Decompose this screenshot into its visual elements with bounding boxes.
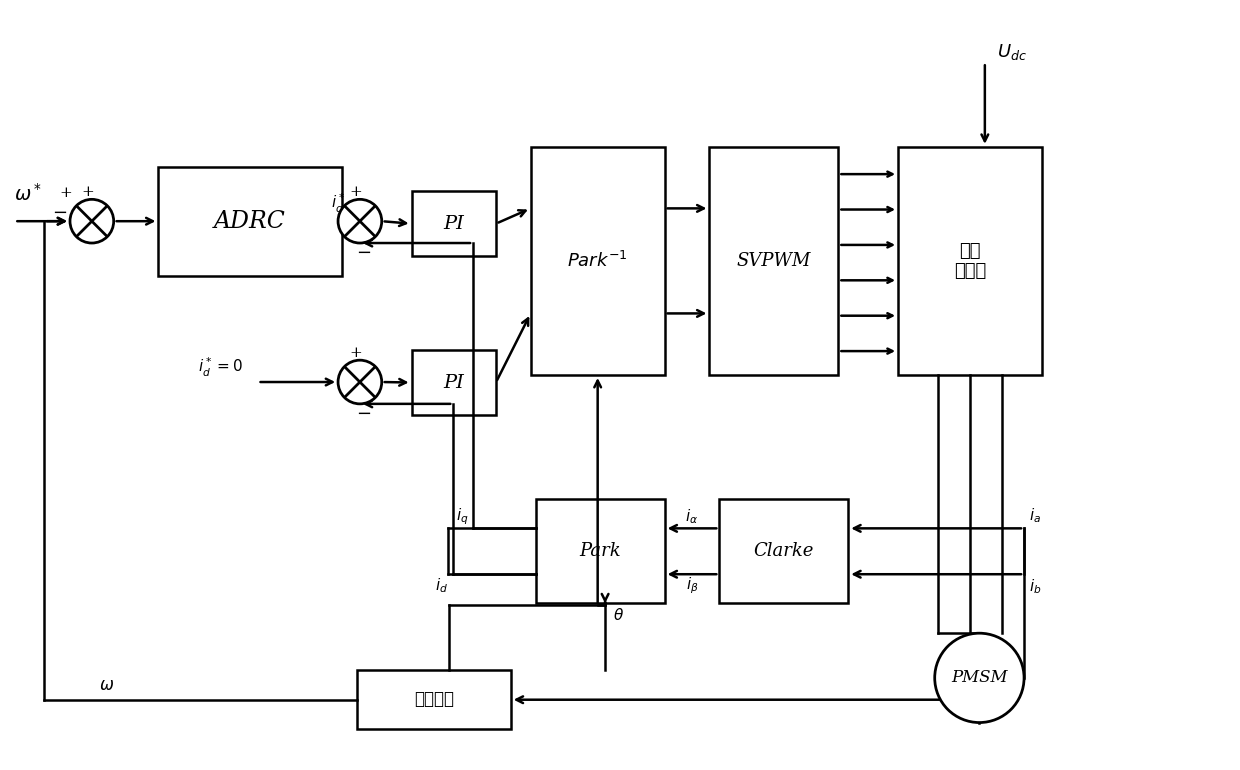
Text: ADRC: ADRC <box>215 209 286 233</box>
Text: +: + <box>350 186 362 199</box>
Text: Park: Park <box>579 542 621 561</box>
Text: +: + <box>60 186 72 200</box>
Bar <box>412 192 496 256</box>
Text: $U_{dc}$: $U_{dc}$ <box>997 42 1027 62</box>
Text: 位置检测: 位置检测 <box>414 691 454 708</box>
Text: $i_d^*=0$: $i_d^*=0$ <box>198 356 243 379</box>
Bar <box>357 670 511 729</box>
Text: SVPWM: SVPWM <box>737 252 811 270</box>
Text: $\omega^*$: $\omega^*$ <box>15 182 42 204</box>
Bar <box>531 147 665 375</box>
Text: Clarke: Clarke <box>754 542 813 561</box>
Bar <box>159 166 342 276</box>
Circle shape <box>69 199 114 243</box>
Bar <box>709 147 838 375</box>
Text: PI: PI <box>443 215 464 233</box>
Text: $i_b$: $i_b$ <box>1029 578 1042 597</box>
Text: −: − <box>52 204 68 223</box>
Bar <box>412 350 496 415</box>
Text: $i_q$: $i_q$ <box>455 506 469 527</box>
Text: PI: PI <box>443 373 464 391</box>
Text: $i_d$: $i_d$ <box>435 577 448 595</box>
Bar <box>898 147 1042 375</box>
Text: $i_{\beta}$: $i_{\beta}$ <box>686 576 698 597</box>
Text: +: + <box>82 186 94 199</box>
Text: PMSM: PMSM <box>951 669 1008 686</box>
Bar <box>719 499 848 604</box>
Text: +: + <box>350 346 362 360</box>
Text: −: − <box>356 244 372 262</box>
Text: $Park^{-1}$: $Park^{-1}$ <box>568 251 627 271</box>
Text: −: − <box>356 405 372 423</box>
Text: $i_q^*$: $i_q^*$ <box>331 192 346 217</box>
Text: $i_a$: $i_a$ <box>1029 506 1042 525</box>
Text: $i_{\alpha}$: $i_{\alpha}$ <box>686 507 698 526</box>
Text: $\omega$: $\omega$ <box>99 678 114 695</box>
Bar <box>536 499 665 604</box>
Text: $\theta$: $\theta$ <box>613 608 624 624</box>
Circle shape <box>339 360 382 403</box>
Circle shape <box>935 633 1024 722</box>
Circle shape <box>339 199 382 243</box>
Text: 三相
逆变器: 三相 逆变器 <box>954 242 986 280</box>
